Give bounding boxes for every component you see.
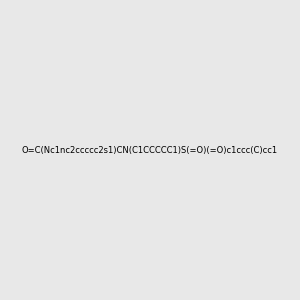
Text: O=C(Nc1nc2ccccc2s1)CN(C1CCCCC1)S(=O)(=O)c1ccc(C)cc1: O=C(Nc1nc2ccccc2s1)CN(C1CCCCC1)S(=O)(=O)… xyxy=(22,146,278,154)
